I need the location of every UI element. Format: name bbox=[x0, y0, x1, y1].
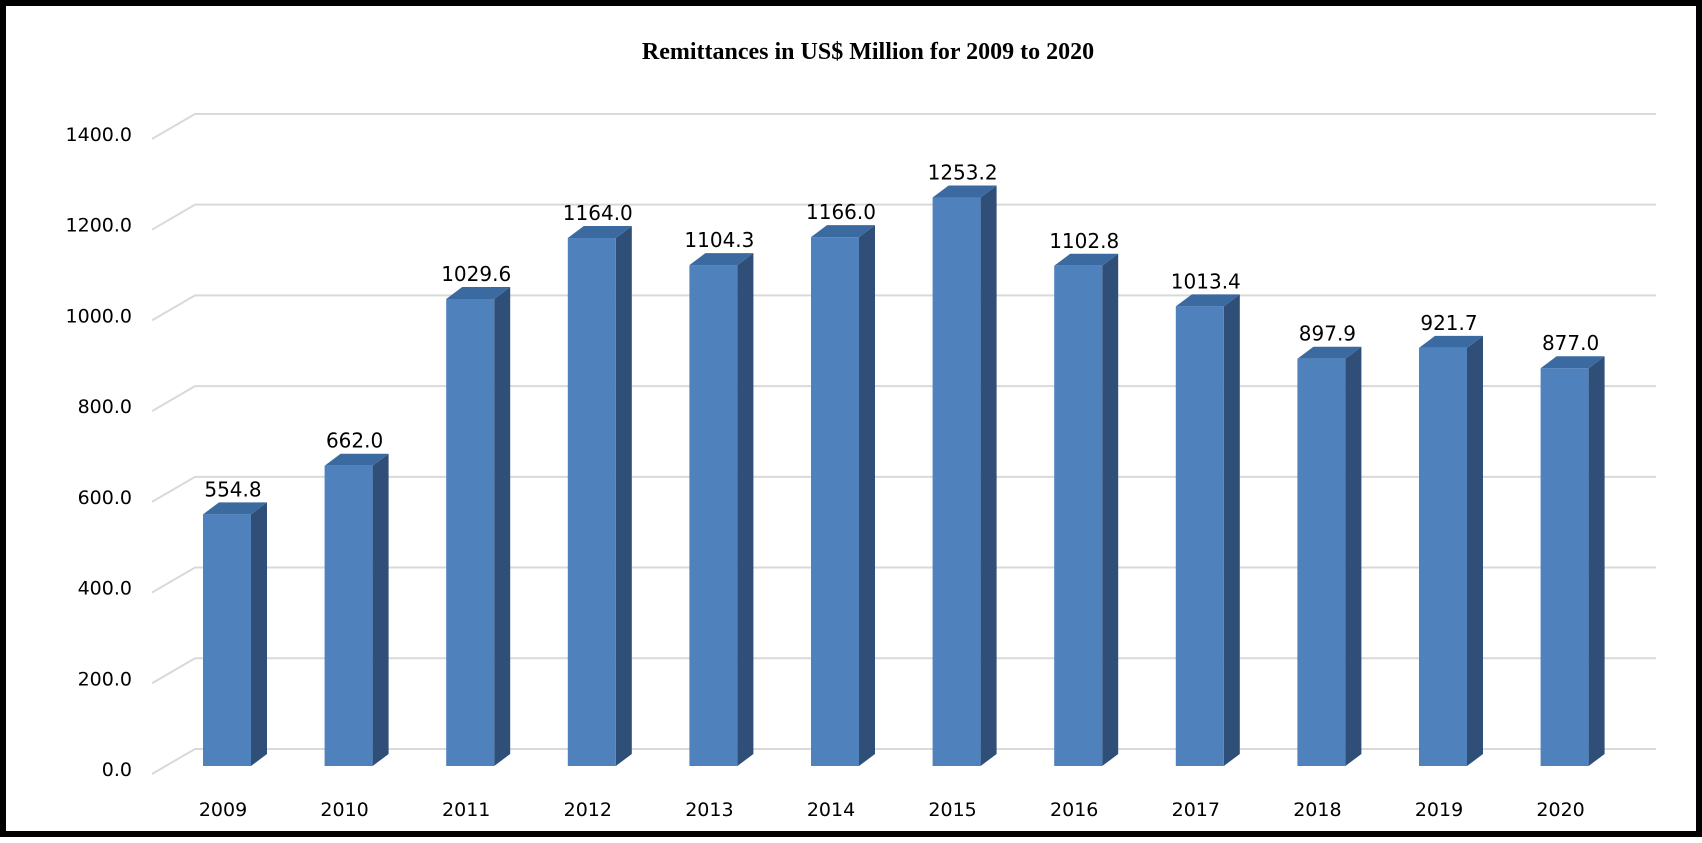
bar-top-face bbox=[1054, 253, 1119, 266]
x-tick-label-2015: 2015 bbox=[928, 799, 976, 821]
bar-2018 bbox=[1297, 346, 1362, 766]
x-tick-label-2013: 2013 bbox=[685, 799, 733, 821]
data-label-2014: 1166.0 bbox=[806, 200, 876, 224]
bar-top-face bbox=[811, 225, 875, 238]
bar-front-face bbox=[567, 238, 616, 767]
x-tick-label-2020: 2020 bbox=[1536, 799, 1584, 821]
bar-side-face bbox=[251, 502, 267, 766]
data-label-2018: 897.9 bbox=[1299, 322, 1356, 346]
x-tick-label-2016: 2016 bbox=[1050, 799, 1098, 821]
x-tick-label-2018: 2018 bbox=[1293, 799, 1341, 821]
bar-side-face bbox=[615, 226, 632, 767]
bar-2012 bbox=[567, 226, 632, 767]
bar-2011 bbox=[446, 286, 511, 766]
bar-front-face bbox=[203, 514, 251, 766]
bar-top-face bbox=[1297, 346, 1362, 359]
x-tick-label-2014: 2014 bbox=[807, 799, 855, 821]
remittances-bar-chart: Remittances in US$ Million for 2009 to 2… bbox=[66, 39, 1656, 821]
data-label-2016: 1102.8 bbox=[1049, 229, 1119, 253]
y-tick-label: 800.0 bbox=[78, 396, 132, 418]
bar-front-face bbox=[1054, 265, 1103, 766]
gridline bbox=[151, 385, 1656, 412]
data-label-2011: 1029.6 bbox=[441, 262, 511, 286]
bar-top-face bbox=[932, 185, 997, 198]
bar-2019 bbox=[1419, 335, 1483, 766]
data-label-2010: 662.0 bbox=[326, 429, 383, 453]
data-label-2020: 877.0 bbox=[1542, 331, 1599, 355]
bar-front-face bbox=[1540, 368, 1589, 766]
gridline bbox=[151, 566, 1656, 594]
x-tick-label-2011: 2011 bbox=[442, 799, 490, 821]
y-tick-label: 1200.0 bbox=[66, 215, 132, 237]
data-label-2012: 1164.0 bbox=[563, 201, 633, 225]
y-tick-label: 400.0 bbox=[78, 578, 132, 600]
gridline bbox=[151, 475, 1656, 503]
chart-title: Remittances in US$ Million for 2009 to 2… bbox=[642, 39, 1094, 65]
bar-front-face bbox=[1297, 358, 1346, 766]
bar-top-face bbox=[1419, 335, 1483, 348]
bar-2020 bbox=[1540, 356, 1605, 766]
bar-top-face bbox=[203, 502, 267, 515]
bar-2017 bbox=[1175, 294, 1240, 766]
bar-front-face bbox=[811, 237, 859, 766]
bar-side-face bbox=[372, 453, 389, 766]
bar-top-face bbox=[689, 253, 754, 266]
bar-side-face bbox=[859, 225, 875, 766]
bar-front-face bbox=[324, 465, 373, 766]
bar-top-face bbox=[446, 286, 511, 299]
data-label-2017: 1013.4 bbox=[1171, 269, 1241, 293]
x-axis-tick-labels: 2009 2010 2011 2012 2013 2014 2015 2016 2017 2018… bbox=[199, 799, 1585, 821]
gridline bbox=[151, 203, 1656, 231]
bar-top-face bbox=[1540, 356, 1605, 369]
x-tick-label-2010: 2010 bbox=[320, 799, 368, 821]
gridlines bbox=[151, 112, 1656, 775]
bar-side-face bbox=[1223, 294, 1240, 766]
bar-side-face bbox=[980, 185, 997, 767]
bar-side-face bbox=[1345, 346, 1362, 766]
bar-2014 bbox=[811, 225, 875, 766]
bar-2016 bbox=[1054, 253, 1119, 767]
data-labels: 554.8 662.0 1029.6 1164.0 1104.3 1166.0 1253.2… bbox=[204, 161, 1599, 502]
bar-front-face bbox=[1419, 347, 1467, 766]
gridline bbox=[151, 748, 1656, 775]
bar-side-face bbox=[1102, 253, 1119, 767]
bar-side-face bbox=[1467, 335, 1483, 766]
x-tick-label-2019: 2019 bbox=[1415, 799, 1463, 821]
bar-2010 bbox=[324, 453, 389, 766]
bar-front-face bbox=[1175, 306, 1224, 766]
y-tick-label: 1000.0 bbox=[66, 305, 132, 327]
bar-front-face bbox=[932, 197, 981, 767]
y-tick-label: 600.0 bbox=[78, 487, 132, 509]
y-tick-label: 1400.0 bbox=[66, 124, 132, 146]
gridline bbox=[151, 294, 1656, 322]
bar-2015 bbox=[932, 185, 997, 767]
x-tick-label-2009: 2009 bbox=[199, 799, 247, 821]
data-label-2013: 1104.3 bbox=[684, 228, 754, 252]
gridline bbox=[151, 657, 1656, 685]
bars bbox=[203, 185, 1605, 767]
bar-front-face bbox=[446, 298, 495, 766]
x-tick-label-2017: 2017 bbox=[1172, 799, 1220, 821]
x-tick-label-2012: 2012 bbox=[564, 799, 612, 821]
bar-front-face bbox=[689, 265, 738, 766]
bar-side-face bbox=[737, 253, 754, 766]
data-label-2015: 1253.2 bbox=[928, 161, 998, 185]
y-tick-label: 0.0 bbox=[102, 759, 132, 781]
bar-side-face bbox=[494, 286, 511, 766]
bar-top-face bbox=[324, 453, 389, 466]
y-axis-tick-labels: 0.0 200.0 400.0 600.0 800.0 1000.0 1200.0 1400.… bbox=[66, 124, 132, 781]
data-label-2019: 921.7 bbox=[1420, 311, 1477, 335]
bar-top-face bbox=[567, 226, 632, 239]
bar-side-face bbox=[1588, 356, 1605, 766]
data-label-2009: 554.8 bbox=[204, 477, 261, 501]
gridline bbox=[151, 112, 1656, 140]
y-tick-label: 200.0 bbox=[78, 668, 132, 690]
bar-2013 bbox=[689, 253, 754, 766]
bar-top-face bbox=[1175, 294, 1240, 307]
bar-2009 bbox=[203, 502, 267, 766]
